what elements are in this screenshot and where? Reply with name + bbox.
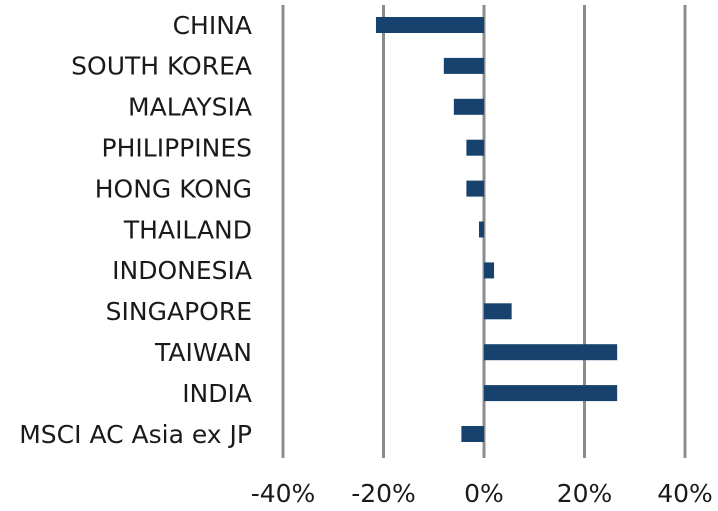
- bar-india: [484, 385, 618, 402]
- bar-thailand: [478, 221, 484, 238]
- bar-singapore: [484, 303, 512, 320]
- category-label: THAILAND: [123, 215, 252, 244]
- bar-philippines: [466, 139, 484, 156]
- x-tick-labels: -40% -20% 0% 20% 40%: [251, 479, 713, 508]
- category-label: INDONESIA: [112, 256, 252, 285]
- category-labels: CHINA SOUTH KOREA MALAYSIA PHILIPPINES HONG …: [19, 11, 252, 449]
- bar-malaysia: [453, 98, 484, 115]
- category-label: TAIWAN: [154, 338, 252, 367]
- x-tick-label: 40%: [657, 479, 713, 508]
- bar-taiwan: [484, 344, 618, 361]
- x-tick-label: 0%: [464, 479, 504, 508]
- category-label: SINGAPORE: [106, 297, 252, 326]
- bar-hong-kong: [466, 180, 484, 197]
- category-label: CHINA: [173, 11, 252, 40]
- bar-south-korea: [443, 57, 484, 74]
- x-tick-label: 20%: [557, 479, 613, 508]
- category-label: HONG KONG: [95, 174, 252, 203]
- x-tick-label: -20%: [351, 479, 416, 508]
- bar-china: [375, 17, 484, 33]
- category-label: PHILIPPINES: [102, 133, 252, 162]
- category-label: INDIA: [182, 379, 252, 408]
- bars: [375, 17, 618, 442]
- category-label: MALAYSIA: [128, 93, 252, 122]
- x-tick-label: -40%: [251, 479, 316, 508]
- category-label: SOUTH KOREA: [71, 52, 252, 81]
- bar-indonesia: [484, 262, 495, 279]
- bar-msci-ac-asia-ex-jp: [461, 426, 484, 442]
- category-label: MSCI AC Asia ex JP: [19, 420, 252, 449]
